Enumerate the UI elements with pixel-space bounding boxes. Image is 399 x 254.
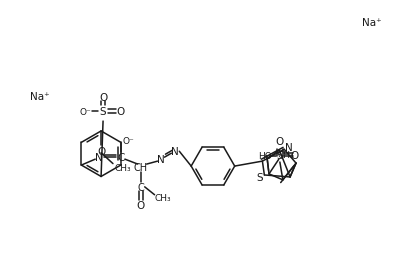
- Text: O: O: [136, 200, 145, 210]
- Text: N: N: [172, 147, 179, 157]
- Text: Na⁺: Na⁺: [30, 92, 49, 102]
- Text: CH: CH: [134, 162, 148, 172]
- Text: O: O: [276, 137, 284, 147]
- Text: C: C: [117, 153, 124, 163]
- Text: HO: HO: [258, 151, 272, 160]
- Text: CH₃: CH₃: [115, 163, 131, 172]
- Text: CH₃: CH₃: [277, 150, 294, 159]
- Text: N: N: [285, 143, 293, 153]
- Text: O⁻: O⁻: [123, 136, 135, 145]
- Text: O: O: [117, 107, 125, 117]
- Text: N: N: [95, 153, 103, 163]
- Text: CH₃: CH₃: [154, 194, 171, 202]
- Text: O: O: [97, 146, 105, 156]
- Text: C: C: [137, 182, 144, 192]
- Text: O: O: [290, 151, 299, 161]
- Text: S: S: [256, 172, 263, 182]
- Text: S: S: [277, 151, 283, 161]
- Text: N: N: [157, 154, 164, 165]
- Text: S: S: [100, 107, 107, 117]
- Text: Na⁺: Na⁺: [362, 18, 382, 28]
- Text: O⁻: O⁻: [79, 107, 91, 116]
- Text: O: O: [99, 93, 107, 103]
